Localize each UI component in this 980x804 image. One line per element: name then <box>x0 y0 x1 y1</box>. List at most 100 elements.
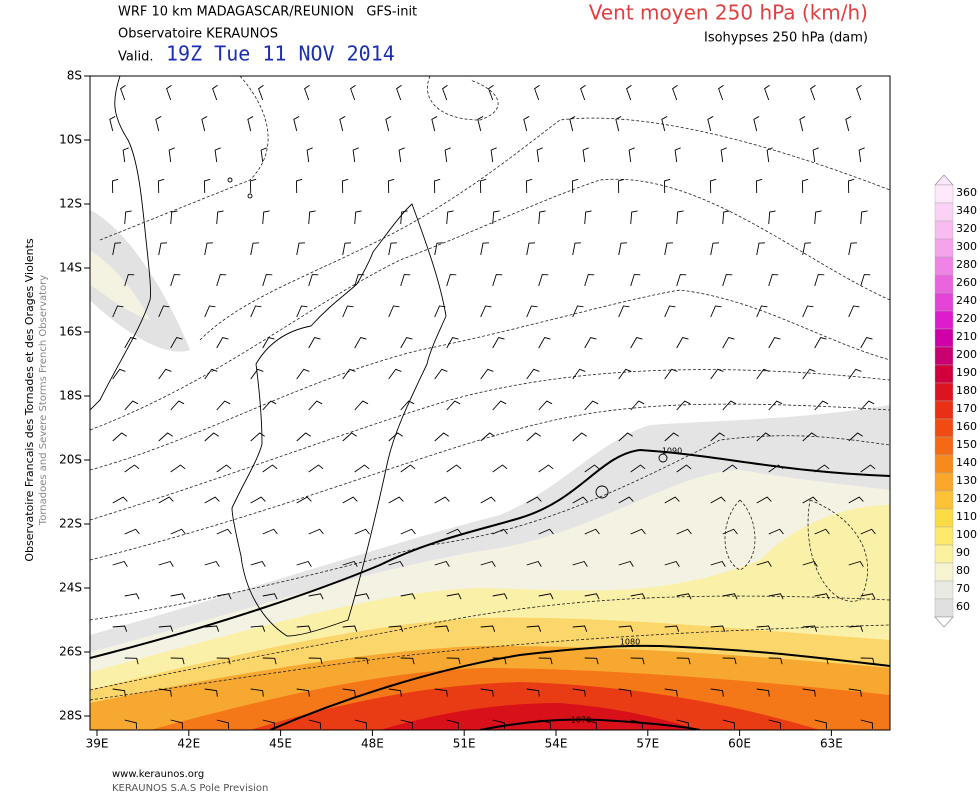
legend-swatch <box>934 364 954 384</box>
wind-barb <box>630 719 643 729</box>
wind-barb <box>814 657 829 665</box>
wind-barb <box>262 274 273 287</box>
wind-barb <box>124 528 140 535</box>
legend-swatch <box>934 202 954 222</box>
wind-barb <box>446 464 462 473</box>
wind-barb <box>617 178 625 194</box>
wind-barb <box>618 368 632 380</box>
wind-barb <box>492 657 507 665</box>
valid-label: Valid. <box>118 50 153 65</box>
wind-barb <box>342 560 358 567</box>
wind-barb <box>112 625 128 632</box>
wind-barb <box>262 400 277 411</box>
wind-barb <box>216 274 227 287</box>
wind-barb <box>536 147 543 163</box>
wind-barb <box>400 464 416 473</box>
wind-barb <box>124 210 132 225</box>
wind-barbs <box>109 84 876 729</box>
wind-barb <box>584 657 599 665</box>
legend-swatch <box>934 418 954 438</box>
wind-barb <box>756 625 772 632</box>
wind-barb <box>584 593 600 600</box>
comoros <box>227 177 233 183</box>
wind-barb <box>628 147 635 163</box>
wind-barb <box>664 368 678 380</box>
contour <box>479 718 701 730</box>
wind-barb <box>342 368 356 380</box>
legend-label: 260 <box>956 276 977 289</box>
wind-barb <box>572 496 588 504</box>
wind-barb <box>538 210 546 225</box>
shade-band <box>90 250 150 320</box>
wind-barb <box>480 368 494 380</box>
wind-barb <box>523 116 530 132</box>
wind-barb <box>618 625 634 632</box>
wind-barb <box>204 368 218 380</box>
wind-barb <box>296 496 312 504</box>
wind-barb <box>492 210 500 225</box>
lat-label: 24S <box>59 581 82 595</box>
legend-swatch <box>934 580 954 600</box>
lon-label: 48E <box>361 737 384 751</box>
legend-label: 140 <box>956 456 977 469</box>
wind-barb <box>354 464 370 473</box>
legend-label: 240 <box>956 294 977 307</box>
legend-swatch <box>934 490 954 510</box>
wind-barb <box>109 116 116 132</box>
wind-barb <box>396 84 402 101</box>
wind-barb <box>848 496 864 504</box>
wind-barb <box>584 528 600 535</box>
wind-barb <box>480 625 496 632</box>
legend-label: 280 <box>956 258 977 271</box>
contour <box>90 289 890 471</box>
wind-barb <box>490 147 497 163</box>
wind-barb <box>388 242 398 256</box>
wind-barb <box>756 688 770 697</box>
wind-barb <box>710 305 722 318</box>
wind-barb <box>308 528 324 535</box>
wind-barb <box>158 496 174 504</box>
wind-barb <box>802 242 812 256</box>
wind-barb <box>845 116 852 132</box>
wind-barb <box>203 178 211 194</box>
wind-barb <box>260 147 267 163</box>
legend-swatch <box>934 274 954 294</box>
wind-barb <box>710 242 720 256</box>
legend-label: 360 <box>956 186 977 199</box>
wind-barb <box>170 464 186 473</box>
wind-barb <box>250 496 266 504</box>
wind-barb <box>158 305 170 318</box>
wind-barb <box>814 210 822 225</box>
wind-barb <box>112 688 126 697</box>
map-subtitle: Isohypses 250 hPa (dam) <box>704 31 868 46</box>
wind-barb <box>814 400 829 411</box>
wind-barb <box>262 657 277 665</box>
wind-barb <box>354 210 362 225</box>
wind-barb <box>434 688 448 697</box>
wind-barb <box>293 116 300 132</box>
wind-barb <box>814 593 830 600</box>
mauritius <box>658 453 668 463</box>
legend-swatch <box>934 184 954 204</box>
wind-barb <box>676 337 689 349</box>
wind-barb <box>572 560 588 567</box>
wind-barb <box>676 719 689 729</box>
lat-label: 18S <box>59 389 82 403</box>
wind-barb <box>400 719 413 729</box>
wind-barb <box>168 147 175 163</box>
wind-barb <box>388 625 404 632</box>
wind-barb <box>756 305 768 318</box>
wind-barb <box>492 464 508 473</box>
wind-barb <box>753 116 760 132</box>
lat-label: 16S <box>59 325 82 339</box>
wind-barb <box>352 147 359 163</box>
wind-barb <box>262 337 275 349</box>
wind-barb <box>722 528 738 535</box>
wind-barb <box>722 657 737 665</box>
wind-barb <box>480 242 490 256</box>
wind-barb <box>584 400 599 411</box>
wind-barb <box>676 464 692 473</box>
legend-label: 110 <box>956 510 977 523</box>
wind-barb <box>342 432 357 442</box>
